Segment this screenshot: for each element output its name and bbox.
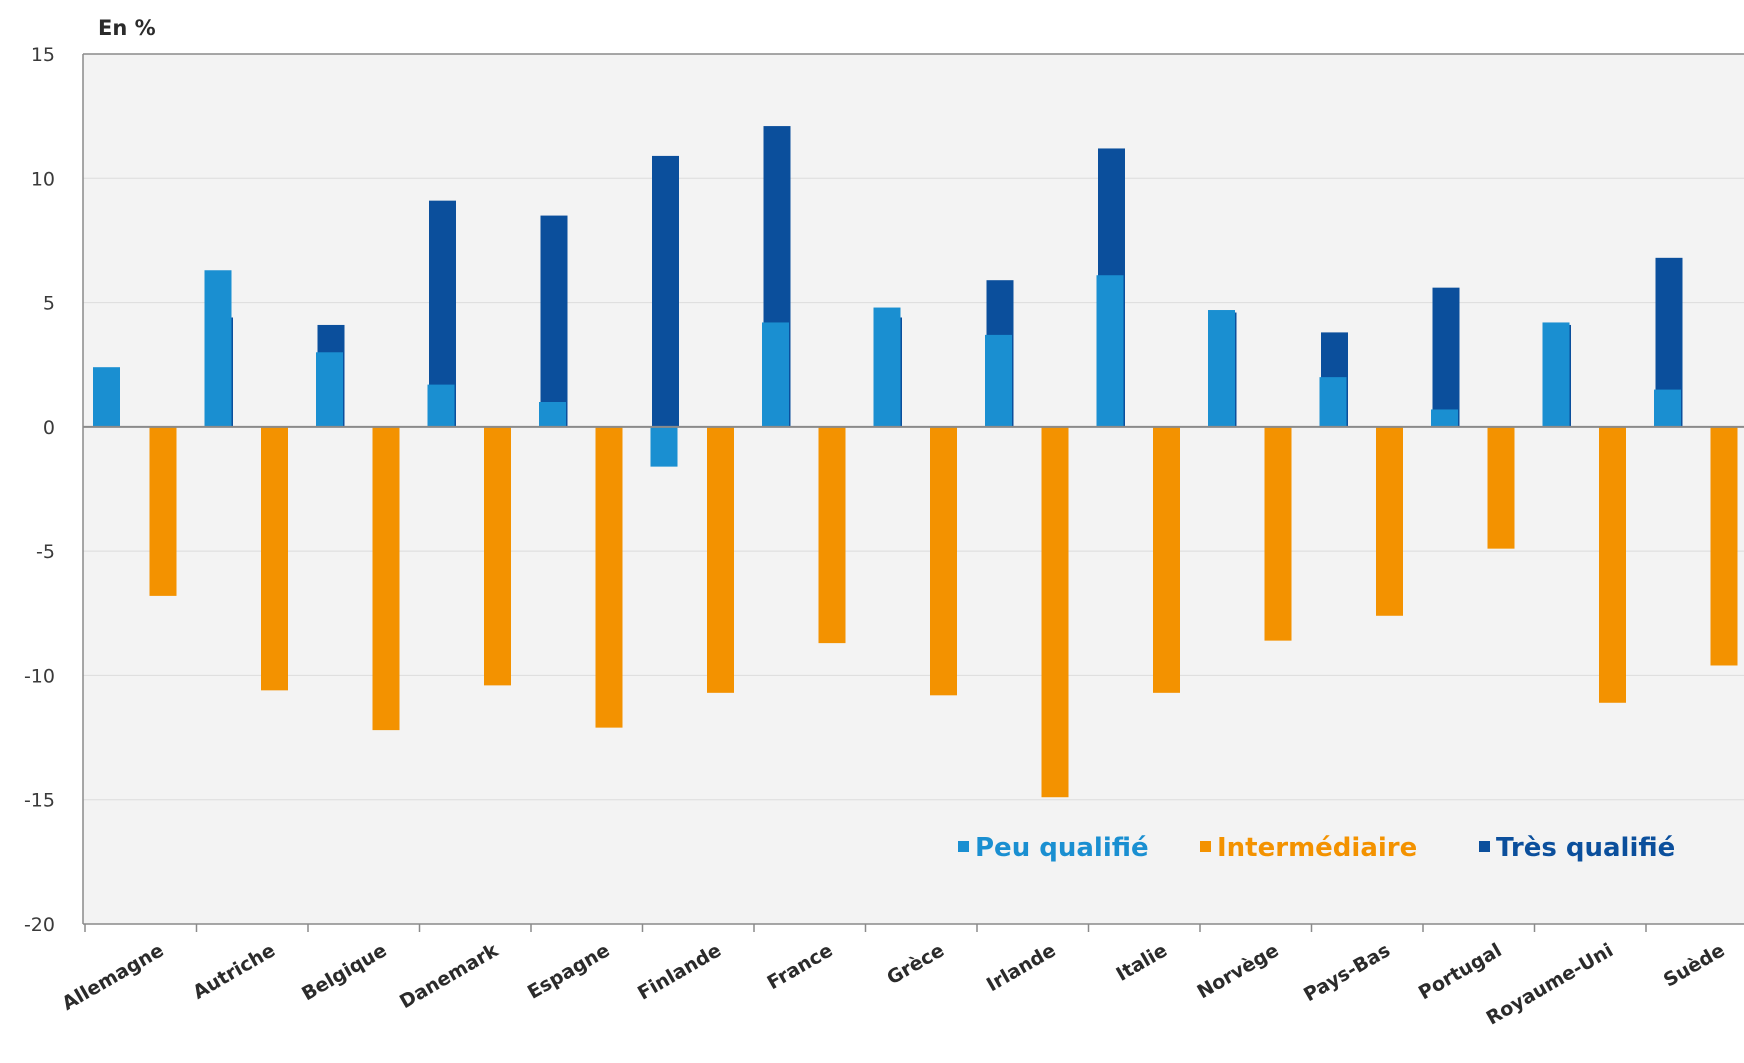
- category-label: Belgique: [298, 939, 390, 1005]
- category-label: Allemagne: [58, 939, 167, 1015]
- category-label: France: [763, 939, 836, 994]
- plot-area: [83, 54, 1744, 924]
- category-label: Danemark: [396, 939, 502, 1013]
- bar-intermediaire-italie: [1153, 426, 1180, 693]
- category-label: Espagne: [524, 939, 614, 1003]
- bar-peu-qualifie-norvege: [1208, 310, 1235, 427]
- bar-peu-qualifie-finlande: [650, 426, 678, 467]
- y-tick-label: -15: [24, 790, 55, 812]
- bar-peu-qualifie-allemagne: [93, 367, 120, 427]
- bar-intermediaire-finlande: [707, 426, 734, 693]
- category-label: Suède: [1660, 939, 1729, 991]
- bar-intermediaire-royaume-uni: [1599, 426, 1626, 703]
- x-axis-labels: Allemagne Autriche Belgique Danemark Espagne…: [58, 939, 1728, 1029]
- bar-intermediaire-grece: [930, 426, 957, 696]
- bar-intermediaire-autriche: [261, 426, 288, 691]
- category-label: Pays-Bas: [1300, 939, 1394, 1006]
- y-tick-label: -5: [36, 541, 55, 563]
- category-label: Autriche: [189, 939, 279, 1003]
- bars: [93, 126, 1738, 798]
- bar-intermediaire-norvege: [1264, 426, 1292, 641]
- bar-peu-qualifie-suede: [1654, 389, 1681, 427]
- y-tick-label: -20: [24, 914, 55, 936]
- legend-label-intermediaire: Intermédiaire: [1217, 833, 1417, 863]
- legend-swatch-tres-qualifie: [1479, 841, 1490, 852]
- bar-intermediaire-allemagne: [149, 426, 177, 596]
- category-label: Irlande: [983, 939, 1060, 996]
- legend: Peu qualifié Intermédiaire Très qualifié: [958, 833, 1675, 863]
- y-tick-label: 10: [31, 168, 55, 190]
- bar-peu-qualifie-royaume-uni: [1542, 322, 1570, 427]
- bar-intermediaire-pays-bas: [1376, 426, 1403, 616]
- y-tick-label: 15: [31, 44, 55, 66]
- bar-tres-qualifie-espagne: [652, 155, 679, 427]
- bar-peu-qualifie-france: [762, 322, 789, 427]
- legend-swatch-peu-qualifie: [958, 841, 969, 852]
- x-axis-ticks: [84, 924, 1647, 932]
- bar-peu-qualifie-italie: [1096, 275, 1124, 427]
- bar-peu-qualifie-irlande: [985, 334, 1012, 427]
- bar-peu-qualifie-pays-bas: [1319, 377, 1347, 427]
- bar-intermediaire-portugal: [1487, 426, 1515, 549]
- y-tick-label: 5: [43, 293, 55, 315]
- y-tick-label: -10: [24, 665, 55, 687]
- category-label: Grèce: [883, 939, 948, 989]
- bar-intermediaire-danemark: [484, 426, 511, 686]
- bar-intermediaire-suede: [1710, 426, 1738, 666]
- bar-peu-qualifie-portugal: [1431, 409, 1458, 427]
- category-label: Finlande: [634, 939, 725, 1004]
- bar-intermediaire-espagne: [595, 426, 623, 728]
- y-tick-label: 0: [43, 417, 55, 439]
- bar-tres-qualifie-pays-bas: [1432, 287, 1460, 427]
- legend-label-tres-qualifie: Très qualifié: [1496, 833, 1675, 863]
- bar-peu-qualifie-danemark: [427, 384, 455, 427]
- bar-tres-qualifie-danemark: [540, 215, 568, 427]
- bar-peu-qualifie-espagne: [539, 402, 566, 427]
- bar-peu-qualifie-belgique: [316, 352, 343, 427]
- gridlines: [83, 177, 1744, 801]
- category-label: Italie: [1112, 939, 1171, 985]
- y-axis-ticks: 15 10 5 0 -5 -10 -15 -20: [24, 44, 55, 936]
- legend-swatch-intermediaire: [1200, 841, 1211, 852]
- category-label: Norvège: [1193, 939, 1282, 1003]
- bar-peu-qualifie-grece: [873, 307, 901, 427]
- unit-label: En %: [98, 16, 156, 40]
- category-label: Portugal: [1415, 939, 1506, 1004]
- legend-label-peu-qualifie: Peu qualifié: [975, 833, 1149, 863]
- bar-intermediaire-irlande: [1041, 426, 1069, 798]
- category-label: Royaume-Uni: [1483, 939, 1617, 1029]
- bar-peu-qualifie-autriche: [204, 270, 232, 427]
- bar-intermediaire-belgique: [372, 426, 400, 731]
- bar-intermediaire-france: [818, 426, 846, 644]
